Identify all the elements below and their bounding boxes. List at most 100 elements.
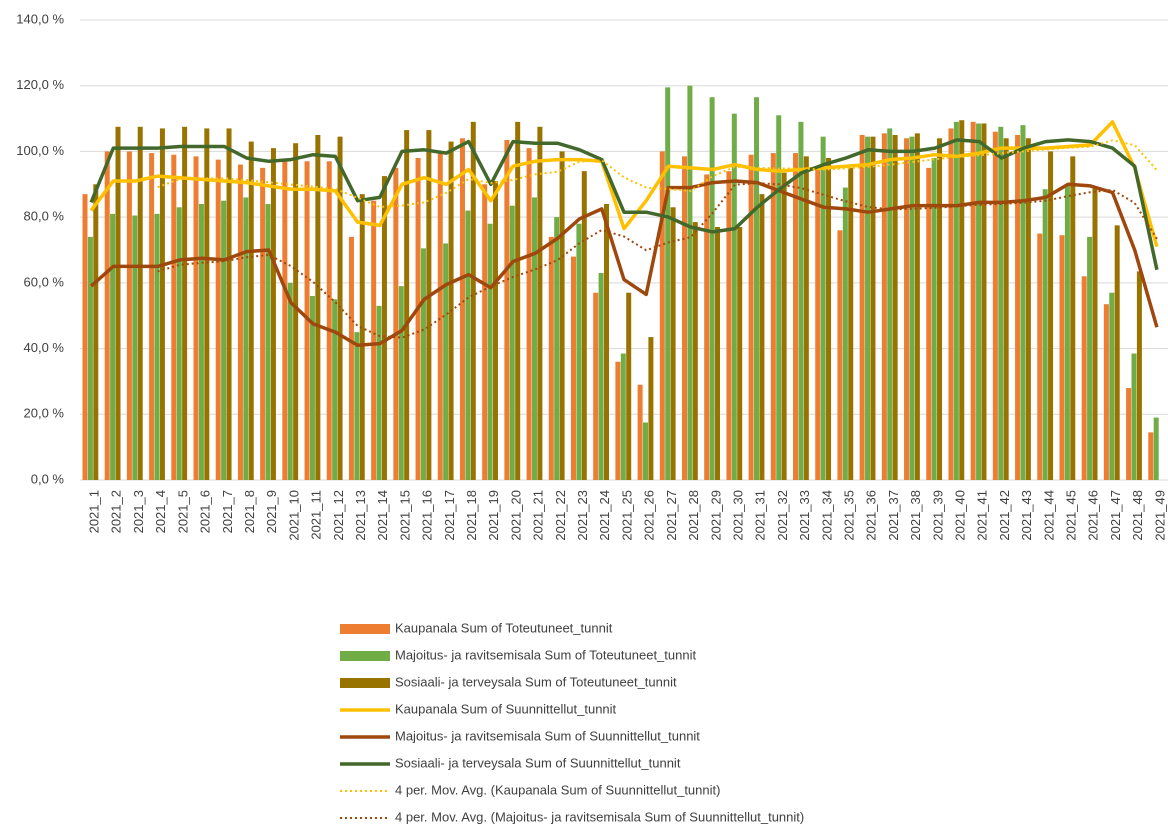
bar xyxy=(1042,189,1048,480)
x-tick-label: 2021_7 xyxy=(220,490,235,533)
bar xyxy=(803,156,809,480)
bar xyxy=(754,97,760,480)
bar xyxy=(598,273,604,480)
y-tick-label: 120,0 % xyxy=(16,77,64,92)
bar xyxy=(904,138,910,481)
bar xyxy=(149,153,155,481)
bar xyxy=(260,167,266,480)
bar xyxy=(1070,156,1076,480)
x-tick-label: 2021_30 xyxy=(730,490,745,541)
bar xyxy=(487,223,493,480)
bar xyxy=(348,236,354,480)
bar xyxy=(104,151,110,480)
bar xyxy=(482,184,488,481)
bar xyxy=(176,207,182,481)
bar xyxy=(359,194,365,480)
line xyxy=(89,120,1159,248)
bar xyxy=(509,205,515,480)
x-tick-label: 2021_4 xyxy=(153,490,168,533)
bar xyxy=(659,151,665,480)
bar xyxy=(287,282,293,480)
legend-swatch xyxy=(340,624,390,634)
bar xyxy=(459,138,465,481)
x-tick-label: 2021_8 xyxy=(242,490,257,533)
x-tick-label: 2021_32 xyxy=(775,490,790,541)
bar xyxy=(137,126,143,481)
bar xyxy=(1114,225,1120,480)
bar xyxy=(304,161,310,481)
bar xyxy=(215,159,221,480)
x-tick-label: 2021_3 xyxy=(131,490,146,533)
bar xyxy=(1109,292,1115,480)
bar xyxy=(548,236,554,480)
bar xyxy=(643,422,649,480)
x-tick-label: 2021_43 xyxy=(1019,490,1034,541)
x-tick-label: 2021_27 xyxy=(664,490,679,541)
bar xyxy=(1153,417,1159,480)
line xyxy=(89,179,1159,348)
bar xyxy=(376,305,382,480)
bar xyxy=(603,204,609,480)
bar xyxy=(1064,184,1070,481)
y-tick-label: 60,0 % xyxy=(24,274,65,289)
bar xyxy=(976,123,982,480)
bar xyxy=(926,167,932,480)
bar xyxy=(670,207,676,481)
bar xyxy=(204,128,210,480)
x-tick-label: 2021_6 xyxy=(198,490,213,533)
bar xyxy=(154,213,160,480)
bar xyxy=(570,256,576,480)
x-tick-label: 2021_42 xyxy=(997,490,1012,541)
bar xyxy=(759,194,765,480)
bar xyxy=(1103,304,1109,480)
bar xyxy=(931,158,937,480)
bar xyxy=(881,133,887,480)
bar xyxy=(842,187,848,481)
bar xyxy=(426,130,432,481)
bar xyxy=(393,167,399,480)
bar xyxy=(159,128,165,480)
y-tick-label: 40,0 % xyxy=(24,340,65,355)
bar xyxy=(776,115,782,481)
bar xyxy=(1092,187,1098,481)
bar xyxy=(243,197,249,480)
bar xyxy=(1020,125,1026,481)
bar xyxy=(709,97,715,480)
bar xyxy=(554,217,560,480)
x-tick-label: 2021_35 xyxy=(841,490,856,541)
x-tick-label: 2021_19 xyxy=(486,490,501,541)
bar xyxy=(492,181,498,480)
bar xyxy=(626,292,632,480)
line xyxy=(89,138,1159,271)
bar xyxy=(537,126,543,481)
bar xyxy=(420,248,426,480)
bar xyxy=(981,123,987,480)
bar xyxy=(437,151,443,480)
bar xyxy=(248,141,254,481)
x-tick-label: 2021_44 xyxy=(1041,490,1056,541)
bar xyxy=(731,113,737,481)
bar xyxy=(470,121,476,480)
x-tick-label: 2021_45 xyxy=(1064,490,1079,541)
bar xyxy=(515,121,521,480)
bar xyxy=(1136,271,1142,480)
x-tick-label: 2021_33 xyxy=(797,490,812,541)
x-tick-label: 2021_40 xyxy=(952,490,967,541)
bar xyxy=(93,184,99,481)
bar xyxy=(687,85,693,480)
x-tick-label: 2021_29 xyxy=(708,490,723,541)
trend-line xyxy=(157,182,1158,339)
bar xyxy=(221,200,227,480)
bar xyxy=(892,135,898,480)
x-tick-label: 2021_23 xyxy=(575,490,590,541)
bar xyxy=(1037,233,1043,480)
bar xyxy=(193,156,199,480)
bar xyxy=(870,136,876,480)
bar xyxy=(737,227,743,480)
bar xyxy=(182,126,188,481)
bar xyxy=(992,131,998,480)
x-tick-label: 2021_34 xyxy=(819,490,834,541)
legend-label: 4 per. Mov. Avg. (Majoitus- ja ravitsemi… xyxy=(395,809,804,824)
bar xyxy=(620,353,626,480)
bar xyxy=(293,143,299,480)
